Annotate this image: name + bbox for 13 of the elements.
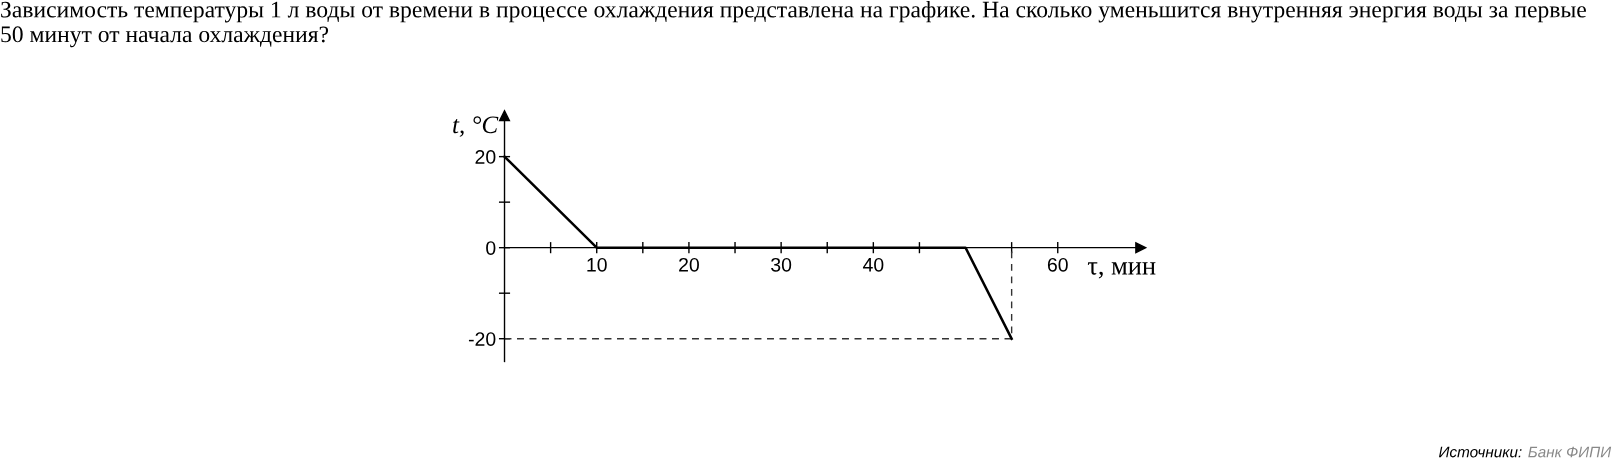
- x-tick-label: 10: [587, 257, 607, 272]
- y-tick-label: 0: [486, 241, 496, 255]
- chart-title: Зависимость температуры 1 л воды от времени в процессе охлаждения представлена на графике. На сколько уменьшится внутренняя энергия воды за первые 50 минут от начала охлаждения?: [1, 0, 1586, 48]
- x-axis-title: τ, мин: [1087, 262, 1156, 279]
- text: Банк ФИПИ: [1528, 446, 1612, 458]
- x-tick-label: 40: [862, 257, 884, 272]
- y-axis-title: t, °C: [453, 116, 499, 137]
- text: Источники:: [1438, 446, 1522, 458]
- x-tick-label: 30: [771, 257, 792, 272]
- y-tick-label: 20: [475, 150, 496, 164]
- y-tick-label: -20: [468, 332, 496, 346]
- x-tick-label: 60: [1047, 257, 1068, 272]
- x-tick-label: 20: [679, 257, 699, 272]
